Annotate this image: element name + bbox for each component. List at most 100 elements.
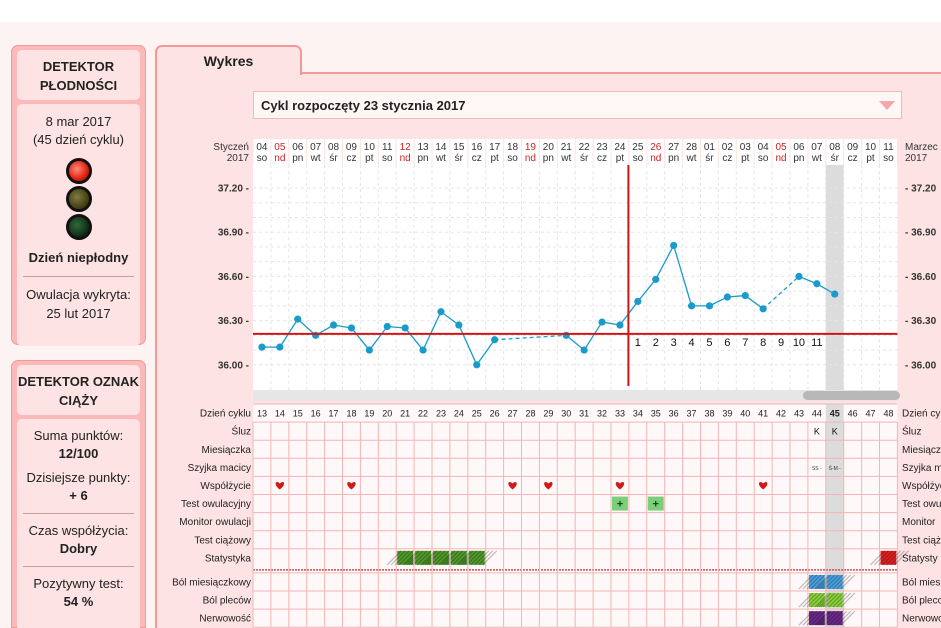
temperature-line-segment xyxy=(476,339,496,366)
hatch-stroke xyxy=(806,610,822,626)
nervousness-icon[interactable] xyxy=(826,611,843,626)
temperature-point xyxy=(312,331,320,339)
heart-icon[interactable] xyxy=(508,481,517,490)
hatch-stroke xyxy=(426,550,442,566)
day-number-label: 08 xyxy=(328,142,340,153)
temperature-point xyxy=(329,321,338,329)
green-light-icon xyxy=(65,214,92,240)
statistic-icon[interactable] xyxy=(415,550,431,565)
day-header-cell xyxy=(504,139,521,165)
hatch-stroke xyxy=(810,610,826,626)
top-bar xyxy=(0,0,941,22)
cervix-mark: Ś-M - xyxy=(829,464,842,472)
day-number-label: 22 xyxy=(579,142,591,153)
post-ovulation-day-label: 8 xyxy=(760,337,766,349)
day-number-label: 21 xyxy=(561,142,573,153)
weekday-label: nd xyxy=(274,153,285,164)
tab-chart[interactable]: Wykres xyxy=(155,45,302,75)
y-tick-label-left: 36.30 - xyxy=(218,316,249,327)
hatch-stroke xyxy=(814,574,830,590)
y-tick-label-left: 36.60 - xyxy=(218,272,249,283)
hatch-stroke xyxy=(832,574,848,590)
pregnancy-detector-body: Suma punktów: 12/100 Dzisiejsze punkty: … xyxy=(17,419,140,628)
day-number-label: 05 xyxy=(775,142,787,153)
hatch-stroke xyxy=(386,550,402,566)
day-number-label: 26 xyxy=(650,142,662,153)
statistic-icon[interactable] xyxy=(397,550,414,565)
row-label: Statystyka xyxy=(205,553,252,564)
statistic-icon[interactable] xyxy=(450,550,467,565)
period-pain-icon[interactable] xyxy=(826,574,843,589)
current-date: 8 mar 2017 xyxy=(45,114,112,129)
ovulation-test-icon[interactable] xyxy=(612,496,628,511)
hatch-stroke xyxy=(412,550,428,566)
weekday-label: wt xyxy=(686,153,697,164)
statistic-icon[interactable] xyxy=(468,550,485,565)
hatch-stroke xyxy=(458,550,474,566)
cycle-day-number: 46 xyxy=(848,409,858,419)
hatch-stroke xyxy=(408,550,424,566)
day-header-cell xyxy=(880,139,897,165)
chart-scrollbar-thumb[interactable] xyxy=(803,391,900,400)
temperature-point xyxy=(705,302,714,310)
statistic-icon[interactable] xyxy=(880,550,897,565)
chevron-down-icon[interactable] xyxy=(879,101,895,110)
cycle-day-number: 33 xyxy=(615,409,625,419)
heart-icon[interactable] xyxy=(615,481,625,490)
heart-icon[interactable] xyxy=(275,481,285,490)
cycle-day-number: 24 xyxy=(454,409,464,419)
heart-icon[interactable] xyxy=(758,481,768,490)
hatch-stroke xyxy=(814,610,830,626)
day-header-cell xyxy=(701,139,718,165)
period-pain-icon[interactable] xyxy=(808,574,825,589)
hatch-stroke xyxy=(824,574,840,590)
current-cycle-day: (45 dzień cyklu) xyxy=(32,132,125,147)
temperature-point xyxy=(580,346,588,354)
back-pain-icon[interactable] xyxy=(826,593,843,608)
post-ovulation-day-label: 11 xyxy=(811,337,822,349)
post-ovulation-day-label: 2 xyxy=(653,337,659,349)
hatch-stroke xyxy=(798,592,814,608)
back-pain-icon[interactable] xyxy=(808,593,825,608)
intercourse-time-value: Dobry xyxy=(59,541,98,556)
cycle-day-number: 14 xyxy=(275,409,285,419)
hatch-stroke xyxy=(420,550,436,566)
hatch-stroke xyxy=(466,550,482,566)
temperature-point xyxy=(598,318,606,326)
weekday-label: so xyxy=(382,153,393,164)
cycle-day-number: 20 xyxy=(382,409,392,419)
temperature-point xyxy=(741,291,749,300)
statistic-icon[interactable] xyxy=(433,550,449,565)
weekday-label: śr xyxy=(329,153,338,164)
heart-icon[interactable] xyxy=(544,481,553,490)
row-label-right: Statysty xyxy=(902,553,938,564)
weekday-label: śr xyxy=(455,153,464,164)
ovulation-test-icon[interactable] xyxy=(647,496,664,511)
hatch-stroke xyxy=(448,550,464,566)
hatch-stroke xyxy=(806,574,822,590)
ovulation-label: Owulacja wykryta: xyxy=(26,287,131,302)
temperature-line-segment xyxy=(744,295,764,310)
cycle-day-number: 21 xyxy=(400,409,410,419)
hatch-stroke xyxy=(452,550,468,566)
weekday-label: wt xyxy=(560,153,571,164)
post-ovulation-day-label: 5 xyxy=(706,337,712,349)
positive-test-label: Pozytywny test: xyxy=(33,576,124,591)
chart-scrollbar-track[interactable] xyxy=(253,390,898,401)
nervousness-icon[interactable] xyxy=(808,611,825,626)
temperature-line-segment xyxy=(494,334,567,341)
divider xyxy=(23,566,134,567)
day-number-label: 17 xyxy=(489,142,501,153)
year-left-label: 2017 xyxy=(227,153,250,164)
cycle-select[interactable]: Cykl rozpoczęty 23 stycznia 2017 xyxy=(253,91,902,119)
weekday-label: so xyxy=(507,153,518,164)
hatch-stroke xyxy=(816,574,832,590)
weekday-label: pn xyxy=(292,153,303,164)
row-label: Ból miesiączkowy xyxy=(172,577,251,588)
heart-icon[interactable] xyxy=(347,481,356,490)
temperature-point xyxy=(365,346,373,354)
day-number-label: 24 xyxy=(614,142,626,153)
day-number-label: 04 xyxy=(256,142,268,153)
year-right-label: 2017 xyxy=(905,153,928,164)
day-header-cell xyxy=(378,139,396,165)
